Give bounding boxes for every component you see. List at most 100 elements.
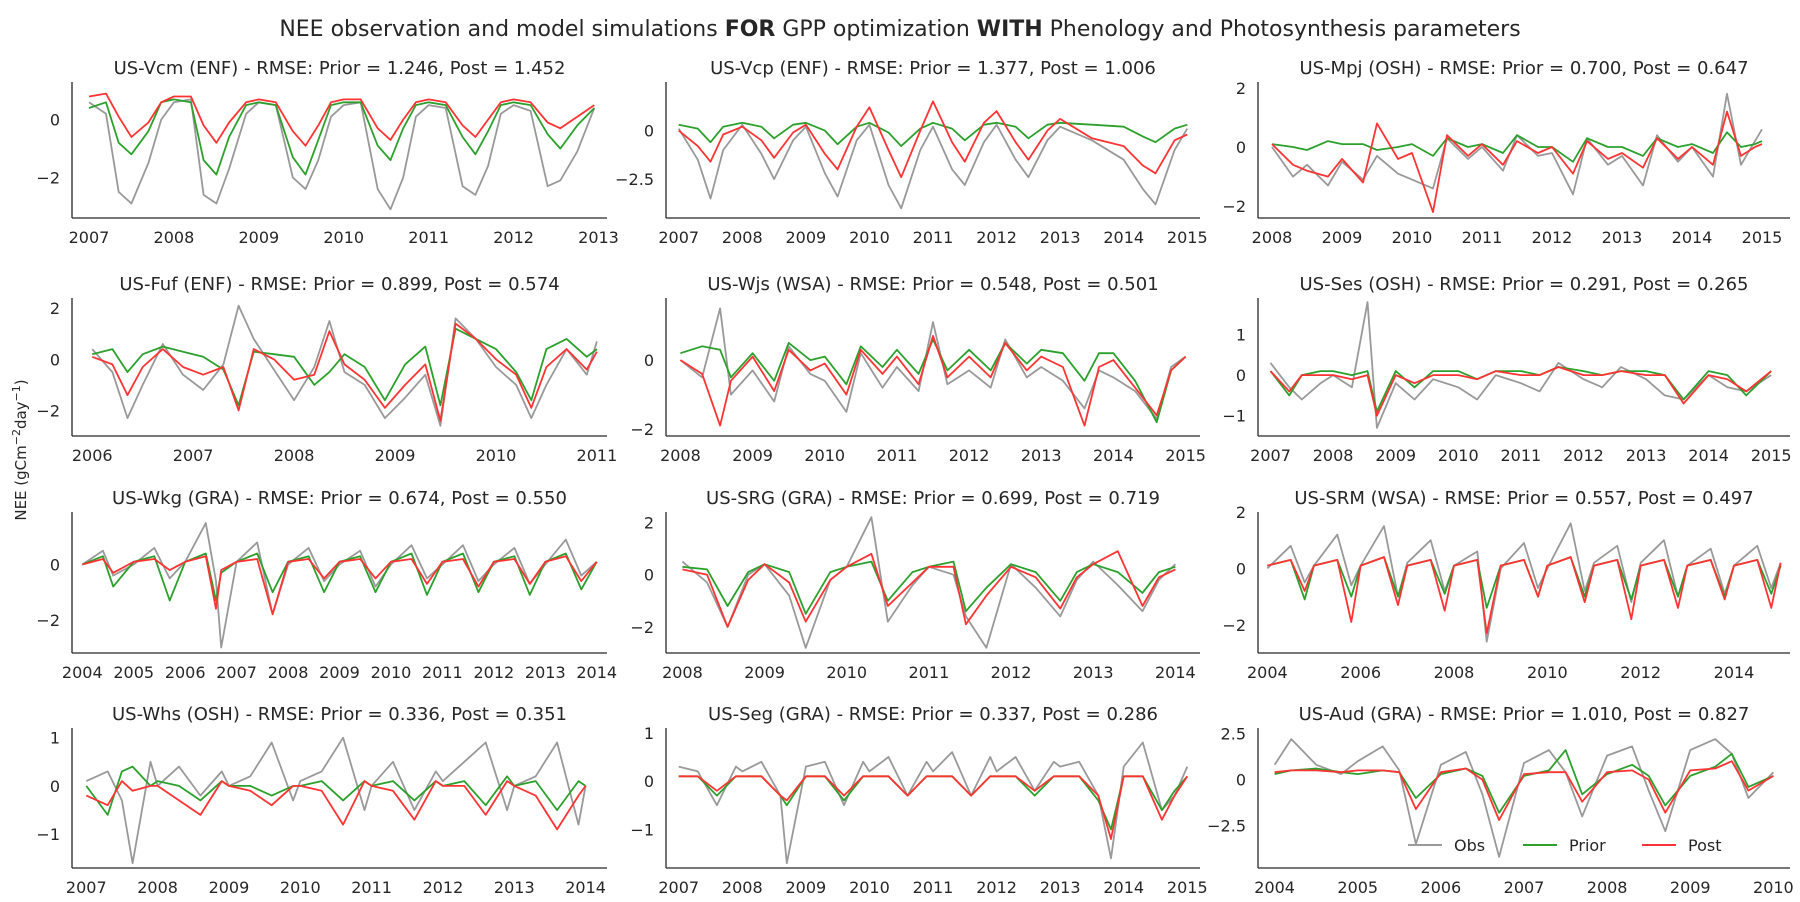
series-group xyxy=(1269,301,1772,429)
panel-title: US-Ses (OSH) - RMSE: Prior = 0.291, Post… xyxy=(1300,274,1749,295)
panel: US-Seg (GRA) - RMSE: Prior = 0.337, Post… xyxy=(630,704,1207,897)
panel-title: US-Seg (GRA) - RMSE: Prior = 0.337, Post… xyxy=(708,704,1158,725)
y-tick-label: −1 xyxy=(1222,407,1246,426)
panel-title: US-Wjs (WSA) - RMSE: Prior = 0.548, Post… xyxy=(707,274,1158,295)
figure-title-part: GPP optimization xyxy=(775,17,976,42)
figure-title-part: WITH xyxy=(977,17,1043,42)
x-tick-label: 2007 xyxy=(658,228,699,247)
y-tick-label: 2 xyxy=(644,513,654,532)
figure-title: NEE observation and model simulations FO… xyxy=(279,17,1520,42)
x-tick-label: 2009 xyxy=(1375,446,1416,465)
y-tick-label: 2 xyxy=(1236,79,1246,98)
panel: US-Mpj (OSH) - RMSE: Prior = 0.700, Post… xyxy=(1222,58,1790,247)
x-tick-label: 2014 xyxy=(1688,446,1729,465)
y-tick-label: 0 xyxy=(644,772,654,791)
series-line-prior xyxy=(1274,749,1774,814)
panel-title: US-Mpj (OSH) - RMSE: Prior = 0.700, Post… xyxy=(1299,58,1748,79)
x-tick-label: 2008 xyxy=(662,663,703,682)
series-line-post xyxy=(682,550,1176,628)
x-tick-label: 2010 xyxy=(804,446,845,465)
series-line-obs xyxy=(1266,522,1782,643)
y-tick-label: 0 xyxy=(50,556,60,575)
x-tick-label: 2015 xyxy=(1751,446,1792,465)
x-tick-label: 2009 xyxy=(1322,228,1363,247)
x-tick-label: 2011 xyxy=(577,446,618,465)
series-line-prior xyxy=(91,327,598,407)
panel-title: US-SRM (WSA) - RMSE: Prior = 0.557, Post… xyxy=(1294,488,1753,509)
y-tick-label: 0 xyxy=(644,122,654,141)
panel-title: US-Vcm (ENF) - RMSE: Prior = 1.246, Post… xyxy=(114,58,566,79)
legend: Obs Prior Post xyxy=(1408,836,1721,855)
series-line-post xyxy=(82,555,598,616)
y-tick-label: −2 xyxy=(1222,197,1246,216)
y-tick-label: 1 xyxy=(644,724,654,743)
figure-title-part: FOR xyxy=(725,17,776,42)
panel-title: US-Wkg (GRA) - RMSE: Prior = 0.674, Post… xyxy=(112,488,567,509)
x-tick-label: 2012 xyxy=(991,663,1032,682)
y-tick-label: −2 xyxy=(36,168,60,187)
x-tick-label: 2008 xyxy=(660,446,701,465)
x-tick-label: 2010 xyxy=(1527,663,1568,682)
x-tick-label: 2009 xyxy=(785,228,826,247)
series-line-obs xyxy=(85,736,587,865)
x-tick-label: 2010 xyxy=(1753,878,1794,897)
x-tick-label: 2010 xyxy=(476,446,517,465)
x-tick-label: 2008 xyxy=(154,228,195,247)
series-group xyxy=(681,516,1177,649)
series-line-post xyxy=(91,322,598,422)
series-line-post xyxy=(85,780,587,831)
x-tick-label: 2008 xyxy=(722,228,763,247)
panel-title: US-SRG (GRA) - RMSE: Prior = 0.699, Post… xyxy=(706,488,1160,509)
series-group xyxy=(81,522,598,649)
x-tick-label: 2012 xyxy=(976,228,1017,247)
series-line-obs xyxy=(681,516,1177,649)
x-tick-label: 2012 xyxy=(493,228,534,247)
x-tick-label: 2013 xyxy=(1073,663,1114,682)
series-line-prior xyxy=(680,338,1187,424)
x-tick-label: 2009 xyxy=(209,878,250,897)
x-tick-label: 2010 xyxy=(826,663,867,682)
series-group xyxy=(1266,522,1782,643)
y-tick-label: −1 xyxy=(36,825,60,844)
x-tick-label: 2009 xyxy=(785,878,826,897)
panel: US-Wkg (GRA) - RMSE: Prior = 0.674, Post… xyxy=(36,488,617,682)
series-line-post xyxy=(678,100,1188,179)
panel-title: US-Whs (OSH) - RMSE: Prior = 0.336, Post… xyxy=(112,704,567,725)
x-tick-label: 2009 xyxy=(1670,878,1711,897)
x-tick-label: 2008 xyxy=(274,446,315,465)
series-group xyxy=(678,741,1189,865)
y-tick-label: 0 xyxy=(644,351,654,370)
x-tick-label: 2014 xyxy=(1093,446,1134,465)
x-tick-label: 2008 xyxy=(268,663,309,682)
x-tick-label: 2013 xyxy=(1040,228,1081,247)
series-line-obs xyxy=(1269,301,1772,429)
x-tick-label: 2004 xyxy=(1247,663,1288,682)
x-tick-label: 2013 xyxy=(1021,446,1062,465)
x-tick-label: 2010 xyxy=(371,663,412,682)
series-line-obs xyxy=(679,307,1187,420)
series-line-obs xyxy=(678,741,1189,865)
y-tick-label: 0 xyxy=(50,350,60,369)
panel-title: US-Vcp (ENF) - RMSE: Prior = 1.377, Post… xyxy=(710,58,1156,79)
series-line-prior xyxy=(81,552,598,602)
series-line-obs xyxy=(91,304,598,427)
x-tick-label: 2007 xyxy=(173,446,214,465)
x-tick-label: 2007 xyxy=(1504,878,1545,897)
y-tick-label: 2.5 xyxy=(1221,725,1246,744)
x-tick-label: 2015 xyxy=(1167,228,1208,247)
x-tick-label: 2012 xyxy=(1620,663,1661,682)
panel: US-Wjs (WSA) - RMSE: Prior = 0.548, Post… xyxy=(630,274,1206,465)
legend-label: Post xyxy=(1688,836,1721,855)
figure-title-part: Phenology and Photosynthesis parameters xyxy=(1043,17,1521,42)
series-line-post xyxy=(1274,760,1774,821)
y-tick-label: 0 xyxy=(1236,138,1246,157)
x-tick-label: 2012 xyxy=(1532,228,1573,247)
x-tick-label: 2006 xyxy=(72,446,113,465)
figure-title-part: NEE observation and model simulations xyxy=(279,17,724,42)
x-tick-label: 2015 xyxy=(1742,228,1783,247)
series-line-post xyxy=(678,775,1189,840)
x-tick-label: 2012 xyxy=(949,446,990,465)
x-tick-label: 2008 xyxy=(137,878,178,897)
x-tick-label: 2011 xyxy=(877,446,918,465)
x-tick-label: 2011 xyxy=(1501,446,1542,465)
